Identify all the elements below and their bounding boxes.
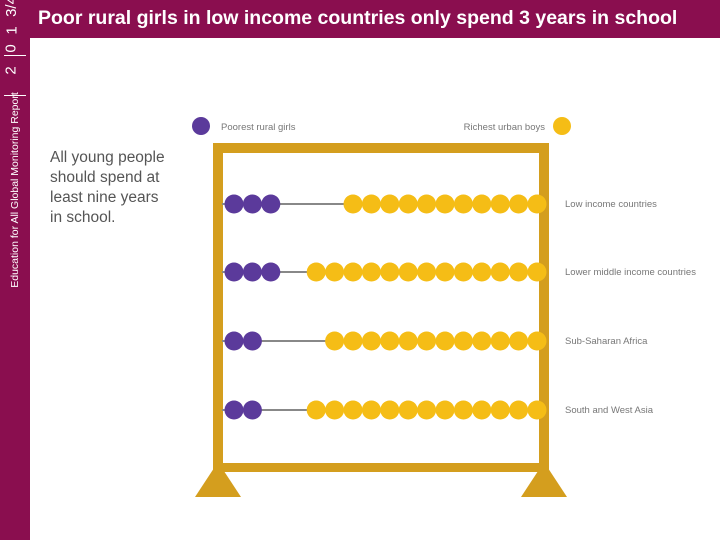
abacus-row: South and West Asia: [222, 400, 654, 420]
row-label: Lower middle income countries: [565, 267, 696, 278]
bead-richest-urban-boys: [325, 400, 345, 420]
bead-richest-urban-boys: [453, 331, 473, 351]
bead-richest-urban-boys: [435, 262, 455, 282]
abacus-frame: [195, 143, 567, 497]
bead-richest-urban-boys: [472, 400, 492, 420]
bead-richest-urban-boys: [453, 262, 473, 282]
bead-richest-urban-boys: [380, 400, 400, 420]
bead-richest-urban-boys: [527, 331, 547, 351]
bead-richest-urban-boys: [453, 400, 473, 420]
bead-richest-urban-boys: [435, 400, 455, 420]
bead-richest-urban-boys: [509, 331, 529, 351]
bead-richest-urban-boys: [398, 194, 418, 214]
bead-richest-urban-boys: [490, 194, 510, 214]
bead-richest-urban-boys: [398, 400, 418, 420]
intro-text: All young people should spend at least n…: [50, 149, 165, 226]
sidebar-divider: [4, 55, 26, 56]
row-label: South and West Asia: [565, 405, 654, 416]
row-label: Low income countries: [565, 199, 657, 210]
bead-poorest-rural-girls: [224, 400, 244, 420]
bead-richest-urban-boys: [343, 400, 363, 420]
bead-poorest-rural-girls: [224, 194, 244, 214]
bead-richest-urban-boys: [325, 331, 345, 351]
legend-marker-poorest-rural-girls: [192, 117, 210, 135]
bead-richest-urban-boys: [472, 194, 492, 214]
bead-richest-urban-boys: [361, 194, 381, 214]
legend: Poorest rural girls Richest urban boys: [192, 117, 571, 135]
frame-left-post: [213, 143, 223, 478]
bead-richest-urban-boys: [490, 400, 510, 420]
bead-poorest-rural-girls: [224, 262, 244, 282]
bead-poorest-rural-girls: [224, 331, 244, 351]
sidebar-divider: [4, 95, 26, 96]
bead-richest-urban-boys: [417, 331, 437, 351]
bead-richest-urban-boys: [380, 262, 400, 282]
frame-right-foot: [521, 462, 567, 497]
bead-richest-urban-boys: [361, 262, 381, 282]
abacus-row: Low income countries: [222, 194, 657, 214]
bead-richest-urban-boys: [417, 262, 437, 282]
frame-top-bar: [213, 143, 549, 153]
bead-richest-urban-boys: [435, 194, 455, 214]
bead-richest-urban-boys: [509, 262, 529, 282]
bead-richest-urban-boys: [380, 194, 400, 214]
bead-richest-urban-boys: [527, 400, 547, 420]
bead-richest-urban-boys: [509, 400, 529, 420]
abacus-row: Sub-Saharan Africa: [222, 331, 648, 351]
bead-richest-urban-boys: [380, 331, 400, 351]
bead-poorest-rural-girls: [261, 194, 281, 214]
page-title: Poor rural girls in low income countries…: [38, 7, 678, 29]
bead-poorest-rural-girls: [242, 194, 262, 214]
bead-richest-urban-boys: [435, 331, 455, 351]
bead-poorest-rural-girls: [242, 400, 262, 420]
bead-richest-urban-boys: [527, 194, 547, 214]
sidebar: 2 0 1 3/4 Education for All Global Monit…: [0, 0, 30, 540]
title-bar: Poor rural girls in low income countries…: [30, 0, 720, 38]
bead-richest-urban-boys: [343, 262, 363, 282]
bead-richest-urban-boys: [527, 262, 547, 282]
bead-richest-urban-boys: [361, 331, 381, 351]
bead-richest-urban-boys: [472, 331, 492, 351]
bead-poorest-rural-girls: [242, 331, 262, 351]
bead-richest-urban-boys: [398, 331, 418, 351]
bead-richest-urban-boys: [490, 262, 510, 282]
bead-richest-urban-boys: [398, 262, 418, 282]
bead-richest-urban-boys: [417, 194, 437, 214]
bead-richest-urban-boys: [490, 331, 510, 351]
frame-left-foot: [195, 462, 241, 497]
legend-label-poorest-rural-girls: Poorest rural girls: [221, 122, 296, 133]
bead-richest-urban-boys: [417, 400, 437, 420]
bead-poorest-rural-girls: [242, 262, 262, 282]
row-label: Sub-Saharan Africa: [565, 336, 648, 347]
bead-richest-urban-boys: [306, 262, 326, 282]
bead-richest-urban-boys: [453, 194, 473, 214]
abacus-row: Lower middle income countries: [222, 262, 696, 282]
frame-bottom-bar: [213, 463, 549, 472]
bead-richest-urban-boys: [325, 262, 345, 282]
bead-richest-urban-boys: [472, 262, 492, 282]
legend-marker-richest-urban-boys: [553, 117, 571, 135]
frame-right-post: [539, 143, 549, 478]
bead-richest-urban-boys: [343, 194, 363, 214]
bead-richest-urban-boys: [509, 194, 529, 214]
bead-richest-urban-boys: [306, 400, 326, 420]
bead-richest-urban-boys: [343, 331, 363, 351]
bead-richest-urban-boys: [361, 400, 381, 420]
bead-poorest-rural-girls: [261, 262, 281, 282]
abacus-rows: Low income countries Lower middle income …: [222, 194, 696, 420]
legend-label-richest-urban-boys: Richest urban boys: [464, 122, 546, 133]
